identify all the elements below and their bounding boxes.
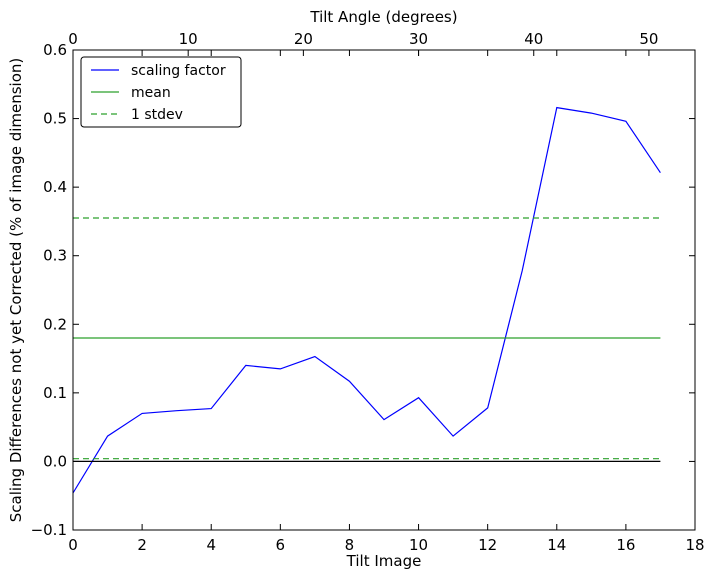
y-tick-label: 0.6 — [43, 41, 67, 59]
x2-tick-label: 10 — [179, 30, 198, 48]
legend-label: 1 stdev — [131, 107, 183, 123]
y-tick-label: 0.3 — [43, 247, 67, 265]
x-tick-label: 6 — [276, 536, 286, 554]
y-tick-label: 0.2 — [43, 315, 67, 333]
legend-label: mean — [131, 85, 171, 101]
scaling-factor-line-0 — [72, 106, 661, 494]
y-tick-label: 0.5 — [43, 110, 67, 128]
x-tick-label: 2 — [137, 536, 147, 554]
x-tick-label: 12 — [478, 536, 497, 554]
x-tick-label: 4 — [206, 536, 216, 554]
legend-label: scaling factor — [131, 63, 226, 79]
x-tick-label: 10 — [409, 536, 428, 554]
x2-tick-label: 40 — [524, 30, 543, 48]
y-tick-label: 0.1 — [43, 384, 67, 402]
x2-tick-label: 0 — [68, 30, 78, 48]
x-axis-label: Tilt Image — [346, 552, 422, 570]
legend: scaling factor mean 1 stdev — [80, 56, 242, 128]
legend-box — [80, 56, 242, 128]
x2-tick-label: 50 — [639, 30, 658, 48]
x-tick-label: 16 — [616, 536, 635, 554]
y-axis-label: Scaling Differences not yet Corrected (%… — [7, 58, 25, 523]
x2-tick-label: 30 — [409, 30, 428, 48]
x-tick-label: 14 — [547, 536, 566, 554]
plot-frame — [72, 49, 696, 531]
y-tick-label: −0.1 — [31, 521, 67, 539]
y-tick-label: 0.0 — [43, 452, 67, 470]
x2-tick-label: 20 — [294, 30, 313, 48]
ticks-layer: 0 2 4 6 8 10 12 14 16 18 −0.1 0.0 0.1 0.2 0.3 0.4 0.5 0.6… — [31, 30, 705, 554]
x-tick-label: 18 — [685, 536, 704, 554]
series-layer — [72, 106, 661, 494]
x-tick-label: 0 — [68, 536, 78, 554]
x-tick-label: 8 — [345, 536, 355, 554]
y-tick-label: 0.4 — [43, 178, 67, 196]
top-x-axis-label: Tilt Angle (degrees) — [309, 8, 457, 26]
